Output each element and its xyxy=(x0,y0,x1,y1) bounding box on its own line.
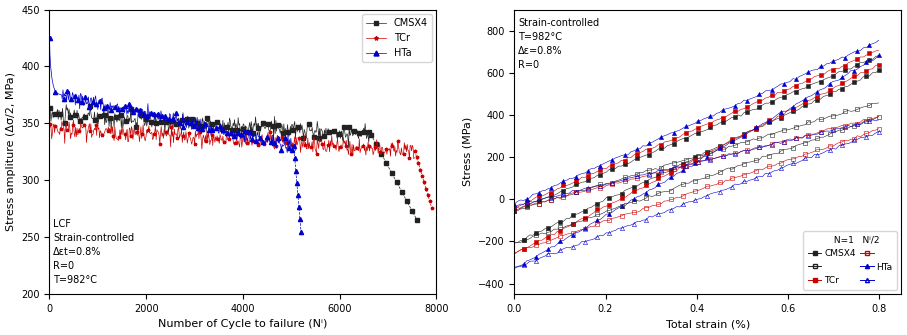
TCr xyxy=(68,118,79,122)
Line: HTa: HTa xyxy=(47,36,295,155)
CMSX4 xyxy=(148,121,159,125)
CMSX4 xyxy=(161,114,171,118)
CMSX4 xyxy=(44,106,55,110)
TCr xyxy=(218,134,229,138)
HTa xyxy=(99,106,110,110)
HTa xyxy=(217,132,228,136)
HTa xyxy=(106,104,117,108)
CMSX4 xyxy=(157,123,168,127)
HTa xyxy=(73,93,84,97)
Y-axis label: Stress ampliture (Δσ/2, MPa): Stress ampliture (Δσ/2, MPa) xyxy=(5,72,15,231)
Y-axis label: Stress (MPa): Stress (MPa) xyxy=(463,117,473,187)
HTa xyxy=(173,121,184,125)
TCr xyxy=(351,144,362,148)
TCr xyxy=(345,139,356,143)
TCr xyxy=(181,135,192,139)
HTa xyxy=(243,130,254,134)
X-axis label: Total strain (%): Total strain (%) xyxy=(666,320,750,329)
CMSX4 xyxy=(152,114,163,118)
Text: LCF
Strain-controlled
Δεt=0.8%
R=0
T=982°C: LCF Strain-controlled Δεt=0.8% R=0 T=982… xyxy=(54,219,134,285)
HTa xyxy=(282,151,293,155)
TCr xyxy=(49,131,60,135)
Legend: CMSX4, TCr, HTa: CMSX4, TCr, HTa xyxy=(363,14,432,62)
CMSX4 xyxy=(61,103,72,107)
Text: Strain-controlled
T=982°C
Δε=0.8%
R=0: Strain-controlled T=982°C Δε=0.8% R=0 xyxy=(518,18,600,70)
CMSX4 xyxy=(366,133,376,137)
TCr xyxy=(44,122,55,126)
HTa xyxy=(44,36,55,40)
Legend: CMSX4, , TCr, , HTa, : CMSX4, , TCr, , HTa, xyxy=(804,231,897,290)
Line: CMSX4: CMSX4 xyxy=(48,103,373,150)
HTa xyxy=(288,144,298,148)
Line: TCr: TCr xyxy=(48,118,416,160)
CMSX4 xyxy=(343,146,354,150)
TCr xyxy=(408,157,419,161)
CMSX4 xyxy=(226,124,237,128)
CMSX4 xyxy=(49,112,60,116)
X-axis label: Number of Cycle to failure (Nⁱ): Number of Cycle to failure (Nⁱ) xyxy=(158,320,327,329)
TCr xyxy=(258,141,268,145)
TCr xyxy=(409,156,420,160)
